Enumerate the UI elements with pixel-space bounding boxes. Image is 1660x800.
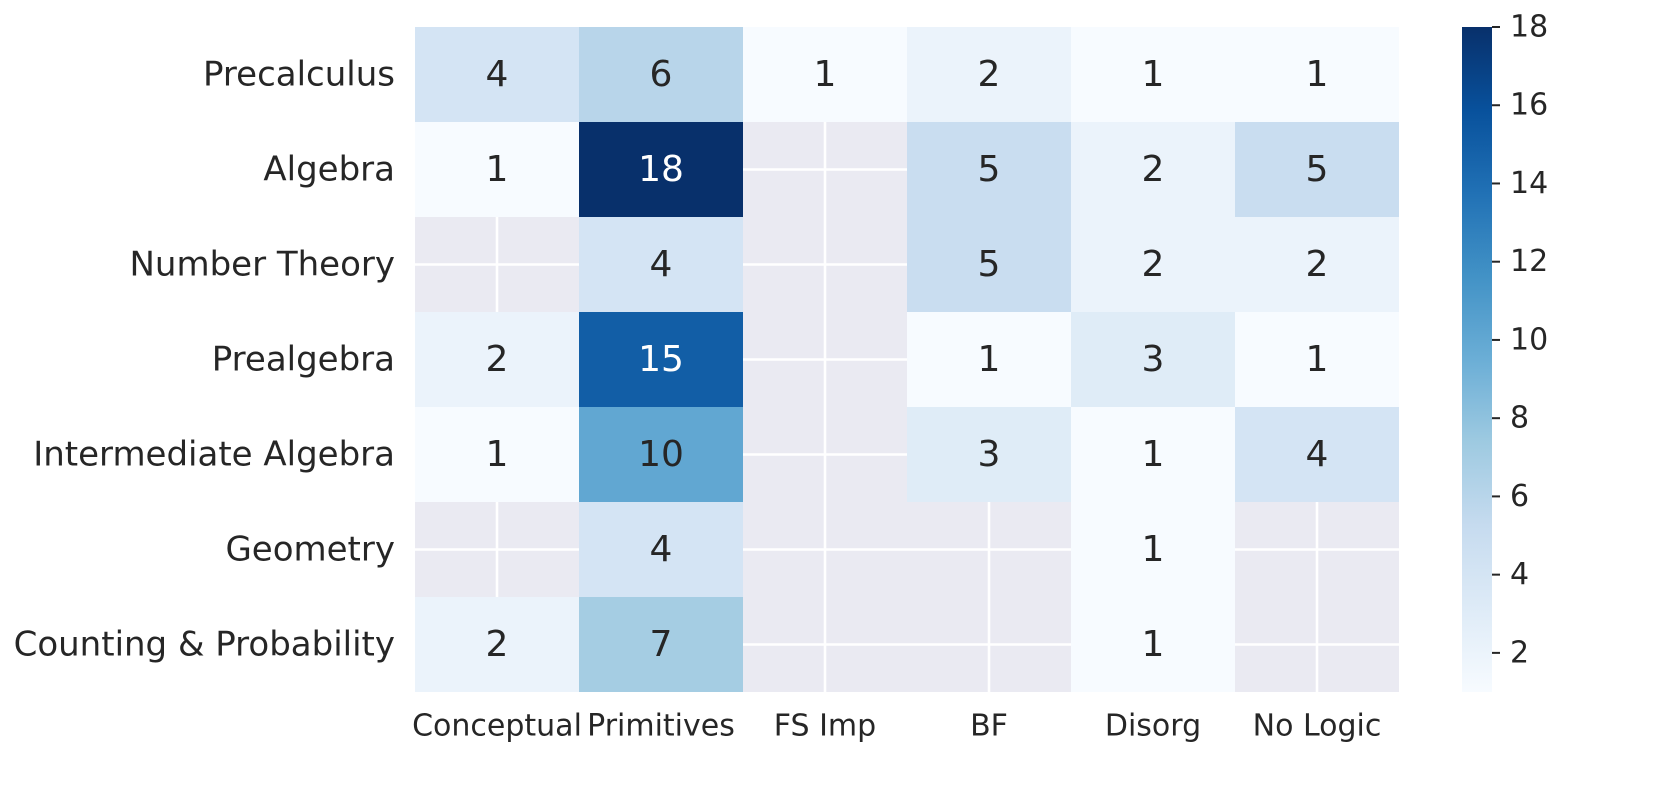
cell-value-label: 4: [486, 54, 509, 95]
heatmap-cell-intermediate-algebra-primitives: [579, 407, 743, 502]
column-label-no-logic: No Logic: [1253, 709, 1382, 744]
heatmap-cell-precalculus-no-logic: [1235, 27, 1399, 122]
row-label-number-theory: Number Theory: [129, 245, 395, 285]
cell-value-label: 1: [814, 54, 837, 95]
heatmap-cell-precalculus-disorg: [1071, 27, 1235, 122]
colorbar: 2 4 6 8 10 12 14 16 18: [1462, 10, 1548, 692]
cell-value-label: 15: [638, 339, 684, 380]
row-labels: Precalculus Algebra Number Theory Prealgebr…: [14, 55, 395, 665]
cell-value-label: 3: [978, 434, 1001, 475]
heatmap-cell-algebra-disorg: [1071, 122, 1235, 217]
heatmap-cell-number-theory-bf: [907, 217, 1071, 312]
heatmap-cell-intermediate-algebra-bf: [907, 407, 1071, 502]
heatmap-cell-prealgebra-disorg: [1071, 312, 1235, 407]
heatmap-cell-algebra-primitives: [579, 122, 743, 217]
colorbar-tick-label: 16: [1510, 88, 1548, 123]
column-label-bf: BF: [970, 709, 1008, 744]
heatmap-cell-algebra-no-logic: [1235, 122, 1399, 217]
cell-value-label: 1: [1142, 54, 1165, 95]
plot-area: 4 6 1 2 1 1 1 18 5 2 5 4 5 2 2 2 15 1 3 1 1 10 3 1 4 4 1 2 7 1: [415, 27, 1399, 692]
cell-value-label: 1: [1142, 624, 1165, 665]
colorbar-tick-label: 10: [1510, 322, 1548, 357]
heatmap-cell-precalculus-bf: [907, 27, 1071, 122]
heatmap-cell-number-theory-primitives: [579, 217, 743, 312]
column-label-disorg: Disorg: [1105, 709, 1201, 744]
heatmap-cell-number-theory-no-logic: [1235, 217, 1399, 312]
column-labels: Conceptual Primitives FS Imp BF Disorg No Log…: [412, 709, 1381, 744]
heatmap-cell-number-theory-disorg: [1071, 217, 1235, 312]
cell-value-label: 2: [1142, 149, 1165, 190]
cell-value-label: 4: [650, 244, 673, 285]
column-label-primitives: Primitives: [587, 709, 735, 744]
cell-value-label: 2: [978, 54, 1001, 95]
row-label-intermediate-algebra: Intermediate Algebra: [33, 435, 395, 475]
cell-value-label: 2: [486, 339, 509, 380]
cell-value-label: 1: [1306, 339, 1329, 380]
cell-value-label: 1: [486, 149, 509, 190]
colorbar-tick-label: 2: [1510, 635, 1529, 670]
colorbar-tick-label: 6: [1510, 479, 1529, 514]
cell-value-label: 5: [978, 149, 1001, 190]
heatmap-cell-geometry-disorg: [1071, 502, 1235, 597]
colorbar-tick-label: 18: [1510, 10, 1548, 45]
heatmap-cell-intermediate-algebra-no-logic: [1235, 407, 1399, 502]
heatmap-cell-prealgebra-conceptual: [415, 312, 579, 407]
colorbar-tick-label: 8: [1510, 401, 1529, 436]
cell-value-label: 18: [638, 149, 684, 190]
heatmap-cell-geometry-primitives: [579, 502, 743, 597]
cell-value-label: 5: [1306, 149, 1329, 190]
cell-value-label: 2: [1142, 244, 1165, 285]
cell-value-label: 2: [1306, 244, 1329, 285]
row-label-precalculus: Precalculus: [203, 55, 395, 95]
heatmap-cell-prealgebra-primitives: [579, 312, 743, 407]
cell-value-label: 2: [486, 624, 509, 665]
row-label-geometry: Geometry: [225, 530, 395, 570]
heatmap-cell-precalculus-fs-imp: [743, 27, 907, 122]
cell-value-label: 5: [978, 244, 1001, 285]
heatmap-cell-prealgebra-bf: [907, 312, 1071, 407]
heatmap-cell-precalculus-primitives: [579, 27, 743, 122]
cell-value-label: 4: [650, 529, 673, 570]
cell-value-label: 1: [1142, 434, 1165, 475]
heatmap-cell-algebra-conceptual: [415, 122, 579, 217]
cell-value-label: 7: [650, 624, 673, 665]
cell-value-label: 4: [1306, 434, 1329, 475]
heatmap-cell-precalculus-conceptual: [415, 27, 579, 122]
heatmap-cell-intermediate-algebra-disorg: [1071, 407, 1235, 502]
cell-value-label: 1: [1306, 54, 1329, 95]
colorbar-tick-label: 12: [1510, 244, 1548, 279]
heatmap-cell-algebra-bf: [907, 122, 1071, 217]
column-label-conceptual: Conceptual: [412, 709, 582, 744]
column-label-fs-imp: FS Imp: [774, 709, 876, 744]
heatmap-cell-prealgebra-no-logic: [1235, 312, 1399, 407]
colorbar-gradient: [1462, 27, 1492, 692]
cell-value-label: 1: [978, 339, 1001, 380]
row-label-counting-and-probability: Counting & Probability: [14, 625, 395, 665]
heatmap-cell-counting-and-probability-disorg: [1071, 597, 1235, 692]
colorbar-tick-label: 14: [1510, 166, 1548, 201]
colorbar-tick-label: 4: [1510, 557, 1529, 592]
heatmap-cell-counting-and-probability-conceptual: [415, 597, 579, 692]
heatmap-cell-intermediate-algebra-conceptual: [415, 407, 579, 502]
row-label-algebra: Algebra: [263, 150, 395, 190]
cell-value-label: 10: [638, 434, 684, 475]
cell-value-label: 1: [1142, 529, 1165, 570]
cell-value-label: 6: [650, 54, 673, 95]
cell-value-label: 3: [1142, 339, 1165, 380]
heatmap-cell-counting-and-probability-primitives: [579, 597, 743, 692]
row-label-prealgebra: Prealgebra: [212, 340, 395, 380]
cell-value-label: 1: [486, 434, 509, 475]
